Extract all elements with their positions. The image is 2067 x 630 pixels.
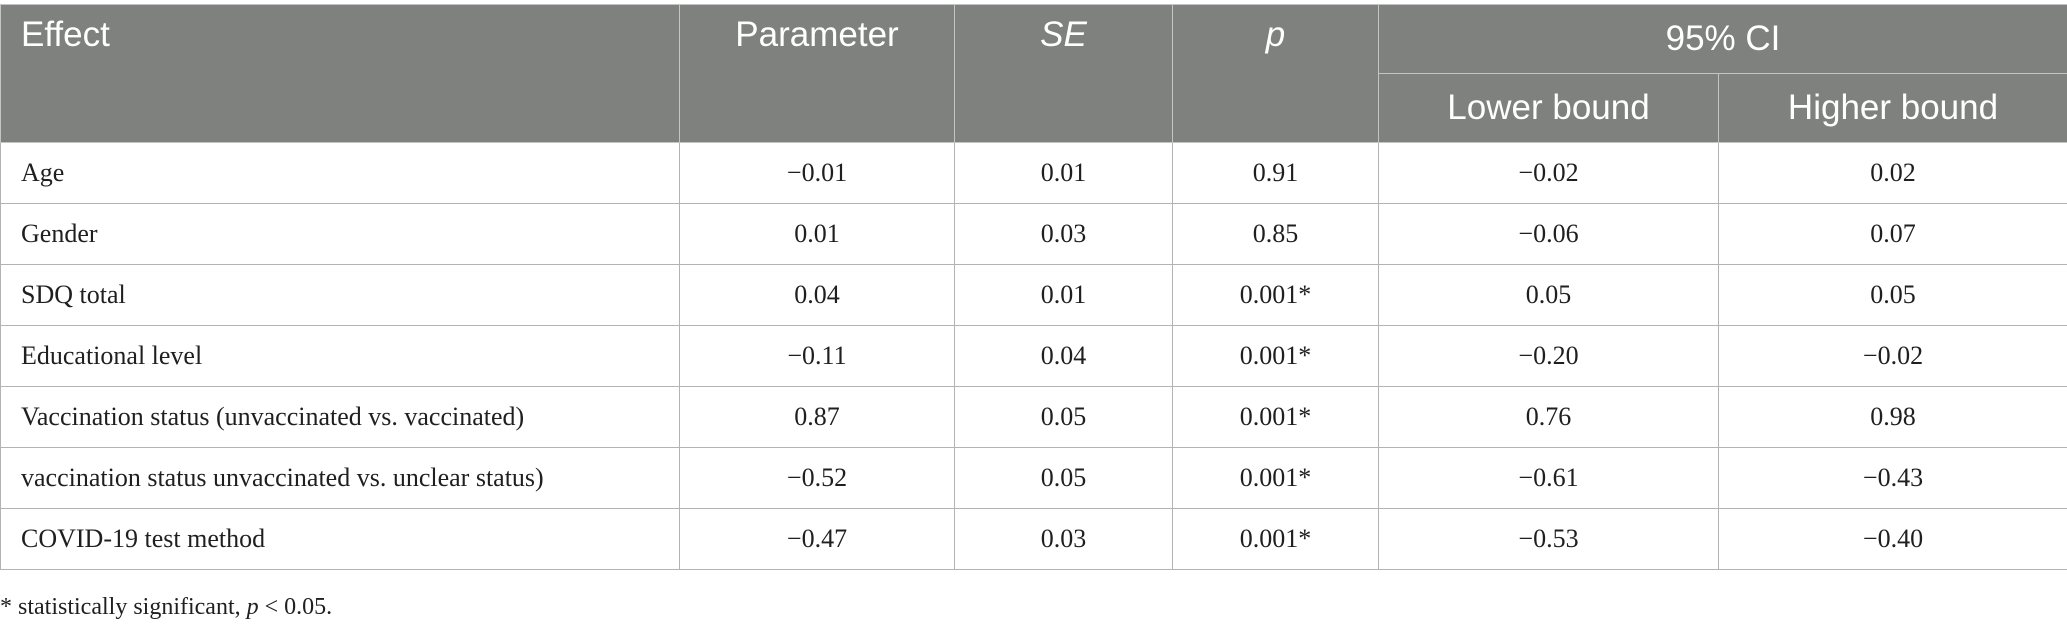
cell-lower: −0.06 xyxy=(1378,203,1719,265)
cell-lower: −0.53 xyxy=(1378,508,1719,570)
cell-p: 0.001* xyxy=(1172,508,1379,570)
table-body: Age −0.01 0.01 0.91 −0.02 0.02 Gender 0.… xyxy=(0,142,2067,570)
header-p: p xyxy=(1172,4,1379,143)
cell-higher: 0.07 xyxy=(1718,203,2067,265)
cell-se: 0.04 xyxy=(954,325,1173,387)
cell-higher: −0.43 xyxy=(1718,447,2067,509)
footnote-p-symbol: p xyxy=(246,594,259,620)
cell-parameter: 0.87 xyxy=(679,386,955,448)
cell-higher: −0.02 xyxy=(1718,325,2067,387)
cell-effect: Vaccination status (unvaccinated vs. vac… xyxy=(0,386,680,448)
header-row-sub: Lower bound Higher bound xyxy=(1,73,2067,143)
header-row-top: Effect Parameter SE p 95% CI xyxy=(0,4,2067,143)
header-parameter: Parameter xyxy=(679,4,955,143)
cell-lower: 0.05 xyxy=(1378,264,1719,326)
cell-higher: −0.40 xyxy=(1718,508,2067,570)
cell-p: 0.85 xyxy=(1172,203,1379,265)
cell-p: 0.001* xyxy=(1172,264,1379,326)
table-header: Effect Parameter SE p 95% CI Lower bound… xyxy=(0,4,2067,143)
header-ci: 95% CI xyxy=(1378,4,2067,74)
cell-se: 0.05 xyxy=(954,447,1173,509)
cell-se: 0.01 xyxy=(954,264,1173,326)
cell-se: 0.03 xyxy=(954,508,1173,570)
cell-lower: −0.61 xyxy=(1378,447,1719,509)
header-se: SE xyxy=(954,4,1173,143)
cell-higher: 0.02 xyxy=(1718,142,2067,204)
cell-effect: vaccination status unvaccinated vs. uncl… xyxy=(0,447,680,509)
cell-effect: COVID-19 test method xyxy=(0,508,680,570)
footnote-suffix: < 0.05. xyxy=(258,594,333,620)
cell-effect: Educational level xyxy=(0,325,680,387)
footnote-prefix: * statistically significant, xyxy=(0,594,247,620)
cell-p: 0.91 xyxy=(1172,142,1379,204)
cell-effect: Age xyxy=(0,142,680,204)
table-row: vaccination status unvaccinated vs. uncl… xyxy=(0,447,2067,509)
cell-p: 0.001* xyxy=(1172,386,1379,448)
table-row: Gender 0.01 0.03 0.85 −0.06 0.07 xyxy=(0,203,2067,265)
cell-lower: −0.02 xyxy=(1378,142,1719,204)
cell-parameter: −0.11 xyxy=(679,325,955,387)
cell-effect: Gender xyxy=(0,203,680,265)
header-higher-bound: Higher bound xyxy=(1718,73,2067,143)
cell-higher: 0.05 xyxy=(1718,264,2067,326)
cell-se: 0.01 xyxy=(954,142,1173,204)
cell-parameter: 0.04 xyxy=(679,264,955,326)
cell-p: 0.001* xyxy=(1172,447,1379,509)
table-footnote: * statistically significant, p < 0.05. xyxy=(0,594,332,621)
table-row: COVID-19 test method −0.47 0.03 0.001* −… xyxy=(0,508,2067,570)
header-effect: Effect xyxy=(0,4,680,143)
header-lower-bound: Lower bound xyxy=(1378,73,1719,143)
cell-se: 0.05 xyxy=(954,386,1173,448)
cell-higher: 0.98 xyxy=(1718,386,2067,448)
cell-lower: 0.76 xyxy=(1378,386,1719,448)
results-table: Effect Parameter SE p 95% CI Lower bound… xyxy=(0,4,2067,570)
cell-parameter: −0.01 xyxy=(679,142,955,204)
cell-parameter: −0.52 xyxy=(679,447,955,509)
cell-p: 0.001* xyxy=(1172,325,1379,387)
cell-se: 0.03 xyxy=(954,203,1173,265)
table-row: Vaccination status (unvaccinated vs. vac… xyxy=(0,386,2067,448)
table-row: Educational level −0.11 0.04 0.001* −0.2… xyxy=(0,325,2067,387)
cell-lower: −0.20 xyxy=(1378,325,1719,387)
cell-effect: SDQ total xyxy=(0,264,680,326)
table-row: SDQ total 0.04 0.01 0.001* 0.05 0.05 xyxy=(0,264,2067,326)
cell-parameter: −0.47 xyxy=(679,508,955,570)
table-row: Age −0.01 0.01 0.91 −0.02 0.02 xyxy=(0,142,2067,204)
cell-parameter: 0.01 xyxy=(679,203,955,265)
